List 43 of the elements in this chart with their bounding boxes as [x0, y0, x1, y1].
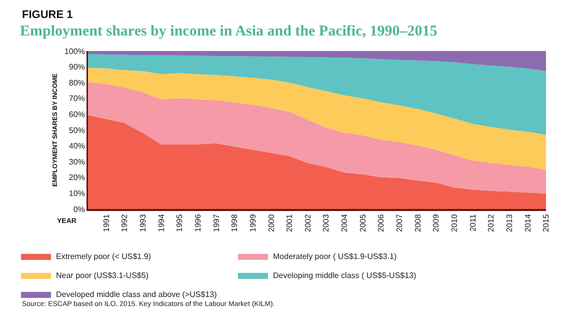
y-tick-label: 50%: [68, 126, 85, 135]
x-tick-label: 2003: [322, 214, 331, 232]
y-tick-label: 70%: [68, 94, 85, 104]
x-tick-label: 2015: [542, 214, 551, 232]
x-tick-label: 1993: [138, 214, 148, 232]
x-tick-label: 2005: [358, 214, 368, 232]
caption: FIGURE 1: [22, 9, 73, 21]
x-tick-label: 1995: [175, 214, 184, 232]
y-tick-label: 0%: [73, 204, 85, 214]
x-tick-label: 2010: [450, 214, 459, 232]
y-tick-label: 40%: [68, 142, 85, 151]
x-tick-label: 2000: [266, 214, 276, 232]
x-tick-label: 1991: [102, 214, 111, 232]
y-tick-label: 30%: [68, 157, 85, 166]
x-tick-label: 2006: [376, 214, 386, 232]
x-tick-label: 2014: [523, 214, 532, 232]
x-tick-label: 2004: [340, 214, 350, 232]
legend-label: Extremely poor (< US$1.9): [56, 252, 152, 262]
x-tick-label: 1998: [230, 214, 240, 232]
x-tick-label: 1994: [156, 214, 166, 232]
legend-label: Developed middle class and above (>US$13): [56, 290, 218, 300]
x-tick-label: 2001: [285, 214, 294, 232]
y-tick-label: 10%: [68, 189, 85, 198]
chart-title: Employment shares by income in Asia and the Pacific, 1990–2015: [20, 23, 438, 40]
y-tick-label: 90%: [68, 62, 85, 72]
y-tick-label: 60%: [68, 110, 85, 119]
legend-label: Developing middle class ( US$5-US$13): [273, 271, 417, 280]
x-tick-label: 2002: [303, 214, 312, 232]
legend-label: Moderately poor ( US$1.9-US$3.1): [273, 252, 397, 262]
y-tick-label: 100%: [64, 46, 85, 56]
x-tick-label: 2007: [395, 214, 404, 232]
x-tick-label: 2012: [486, 214, 496, 232]
x-tick-label: 1992: [120, 214, 130, 232]
x-tick-label: 2011: [468, 214, 478, 232]
x-tick-label: 1997: [212, 214, 221, 232]
legend-label: Near poor (US$3.1-US$5): [56, 271, 149, 280]
y-tick-label: 20%: [68, 173, 85, 182]
x-tick-label: 2008: [413, 214, 422, 232]
x-tick-label: 1999: [248, 214, 258, 232]
x-tick-label: 2013: [504, 214, 514, 232]
y-tick-label: 80%: [68, 78, 85, 88]
x-tick-label: 2009: [432, 214, 441, 232]
x-tick-label: 1996: [194, 214, 203, 232]
